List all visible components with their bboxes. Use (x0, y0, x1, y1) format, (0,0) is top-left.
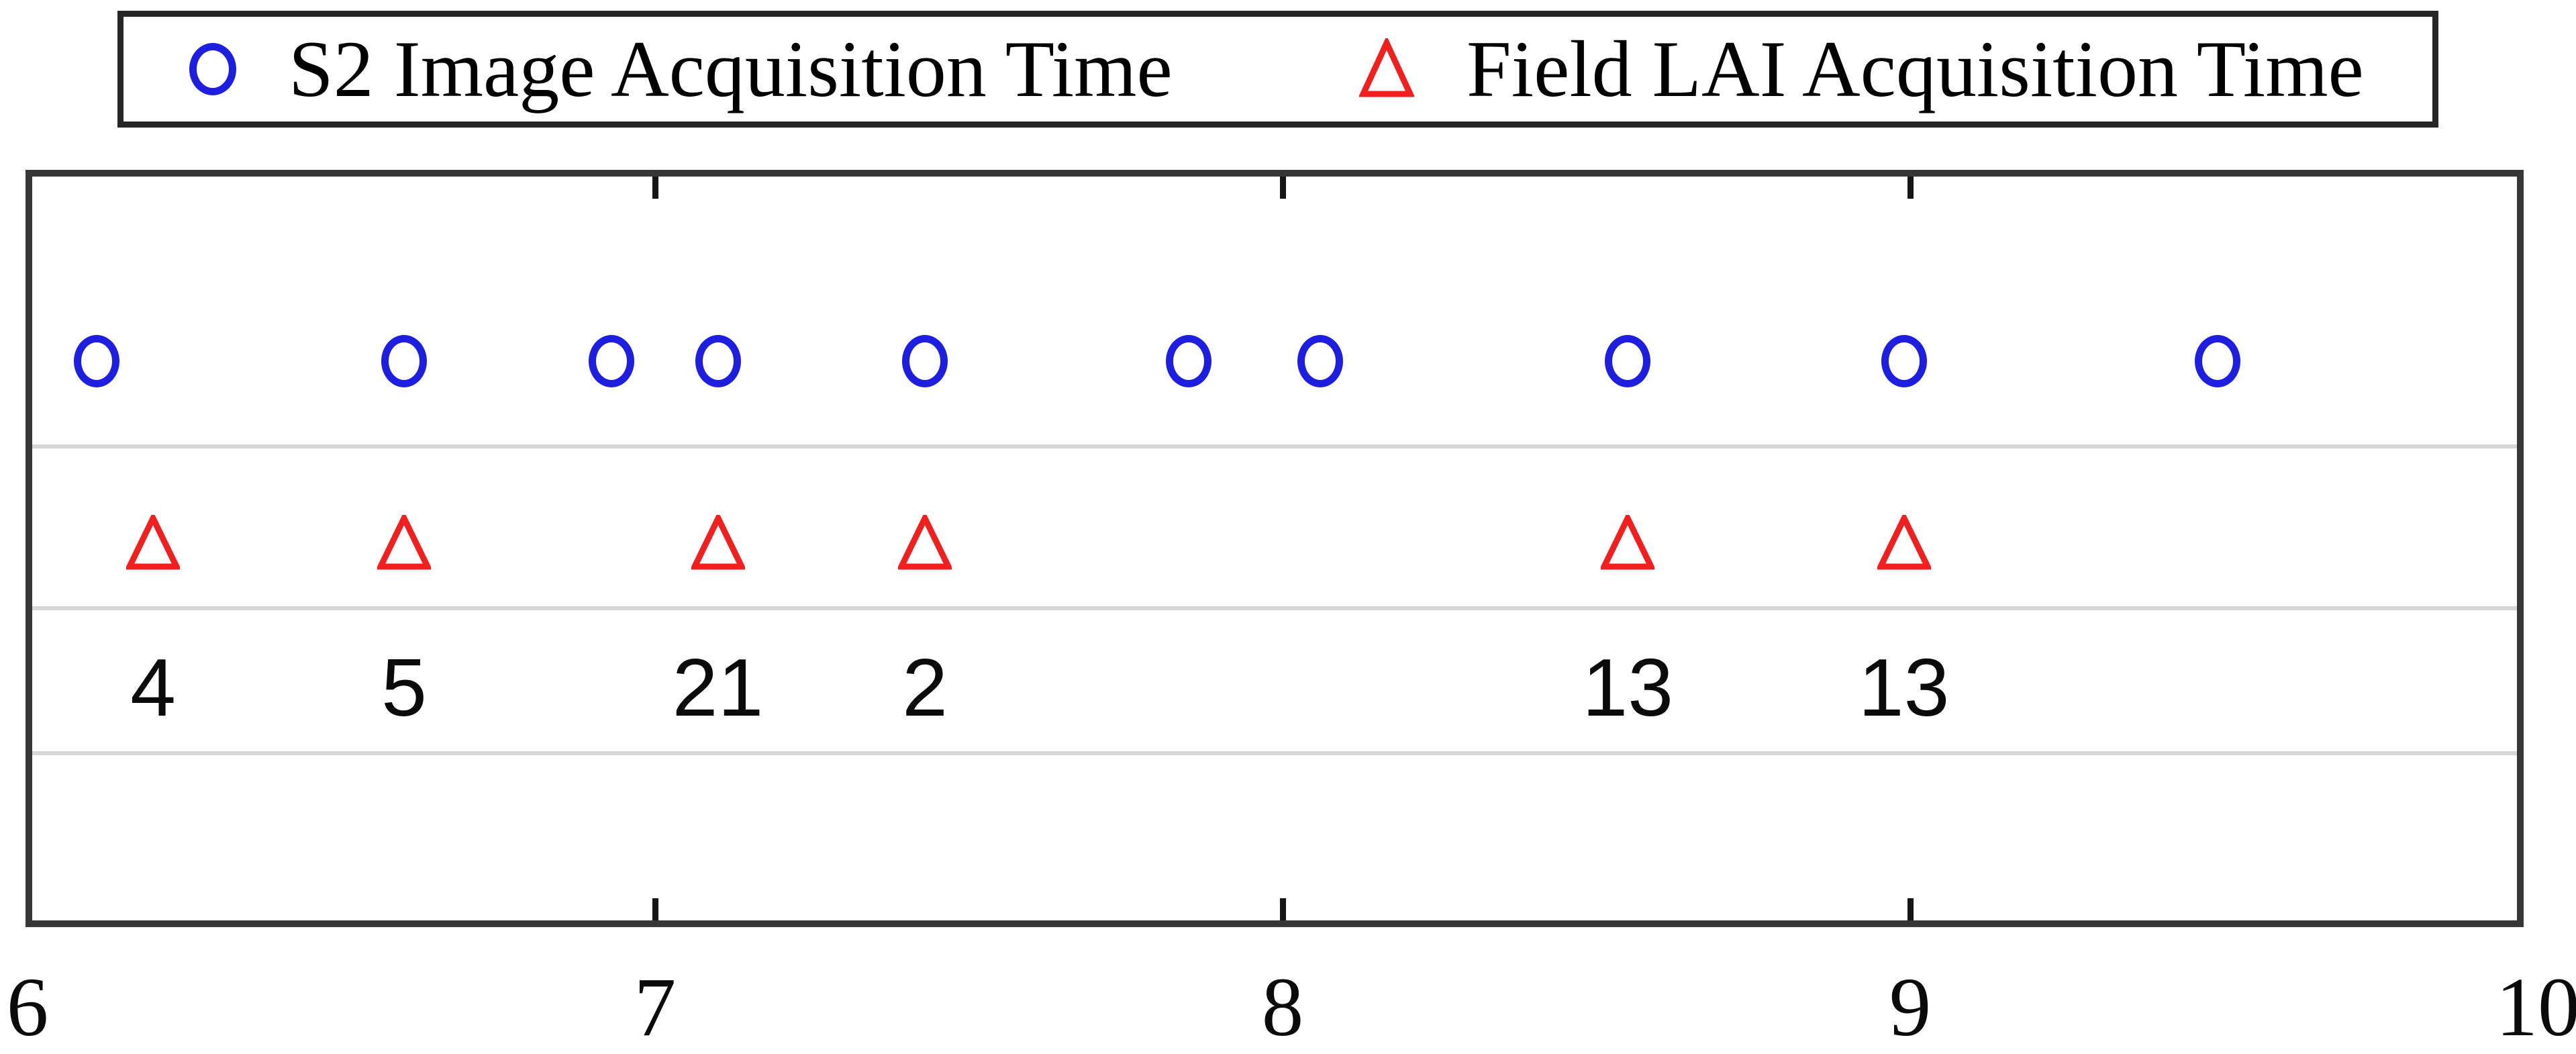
data-point-circle (1297, 335, 1344, 387)
annotation-count: 2 (902, 642, 948, 733)
legend-label-s2: S2 Image Acquisition Time (289, 24, 1173, 113)
data-point-triangle (689, 511, 746, 573)
data-point-circle (381, 335, 427, 387)
x-axis-tick-label: 10 (2495, 961, 2576, 1054)
data-point-circle (1881, 335, 1927, 387)
legend-label-lai: Field LAI Acquisition Time (1467, 24, 2364, 113)
x-tick-bottom (652, 898, 658, 920)
data-point-circle (695, 335, 741, 387)
data-point-triangle (375, 511, 433, 573)
annotation-count: 13 (1582, 642, 1674, 733)
data-point-circle (1605, 335, 1651, 387)
row-separator-line (32, 751, 2517, 755)
data-point-triangle (124, 511, 182, 573)
x-axis-tick-label: 7 (634, 961, 677, 1054)
annotation-count: 4 (130, 642, 176, 733)
data-point-circle (73, 335, 119, 387)
x-axis-tick-label: 8 (1261, 961, 1304, 1054)
data-point-triangle (896, 511, 954, 573)
x-tick-bottom (1279, 898, 1286, 920)
data-point-circle (1165, 335, 1211, 387)
annotation-count: 13 (1858, 642, 1950, 733)
x-axis-tick-label: 9 (1889, 961, 1932, 1054)
data-point-circle (2195, 335, 2241, 387)
triangle-marker-icon (1359, 38, 1414, 97)
x-tick-top (1907, 177, 1914, 199)
data-point-circle (588, 335, 634, 387)
legend: S2 Image Acquisition Time Field LAI Acqu… (117, 11, 2438, 128)
data-point-triangle (1599, 511, 1656, 573)
x-axis-tick-label: 6 (6, 961, 49, 1054)
annotation-count: 5 (381, 642, 427, 733)
data-point-triangle (1875, 511, 1932, 573)
x-tick-top (1279, 177, 1286, 199)
row-separator-line (32, 444, 2517, 448)
x-tick-bottom (1907, 898, 1914, 920)
circle-marker-icon (189, 43, 236, 95)
data-point-circle (902, 335, 948, 387)
annotation-count: 21 (672, 642, 764, 733)
x-tick-top (652, 177, 658, 199)
plot-area: 4 5 21 2 13 13 (26, 170, 2524, 927)
row-separator-line (32, 606, 2517, 610)
